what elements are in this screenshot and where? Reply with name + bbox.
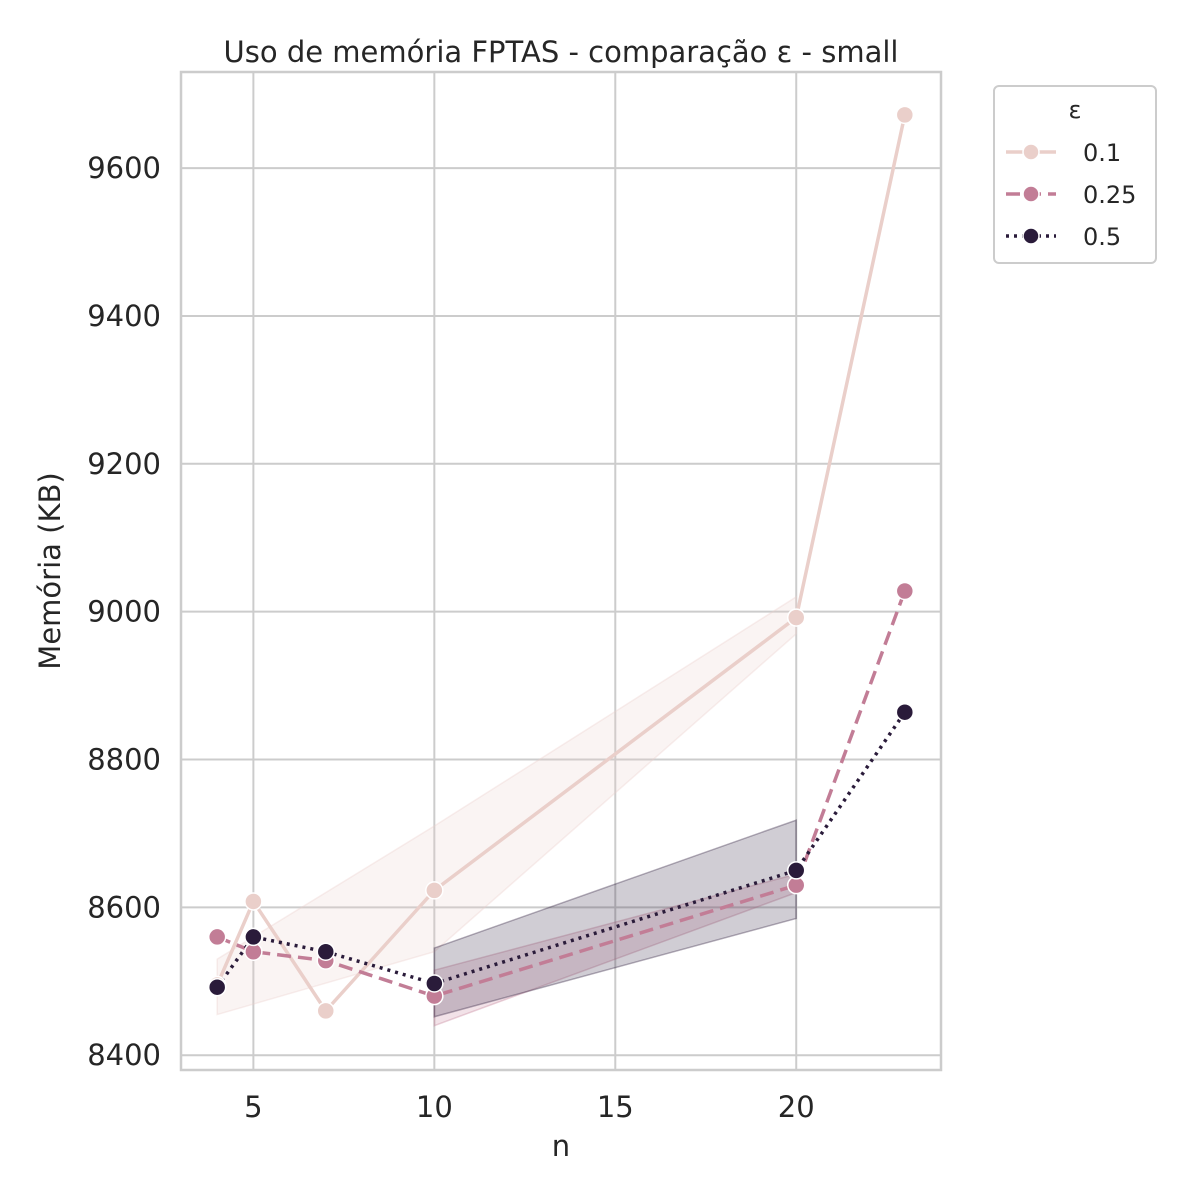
legend-marker bbox=[1022, 227, 1040, 245]
legend-marker bbox=[1022, 143, 1040, 161]
grid bbox=[181, 72, 941, 1070]
data-point bbox=[244, 892, 263, 911]
data-point bbox=[895, 702, 915, 722]
y-tick-label: 9400 bbox=[87, 299, 161, 333]
x-tick-label: 10 bbox=[416, 1090, 453, 1124]
chart-title: Uso de memória FPTAS - comparação ε - sm… bbox=[224, 35, 899, 69]
y-tick-labels: 8400 8600 8800 9000 9200 9400 9600 bbox=[87, 151, 161, 1072]
legend-box bbox=[993, 85, 1157, 264]
x-tick-label: 5 bbox=[244, 1090, 262, 1124]
y-tick-label: 9600 bbox=[87, 151, 161, 185]
y-axis-label: Memória (KB) bbox=[33, 472, 67, 669]
data-point bbox=[895, 105, 915, 125]
data-point bbox=[425, 974, 444, 993]
ci-band bbox=[216, 595, 797, 1016]
plot-frame bbox=[179, 70, 943, 1072]
x-tick-label: 15 bbox=[597, 1090, 634, 1124]
data-point bbox=[895, 581, 915, 601]
data-point bbox=[425, 881, 444, 900]
series-line bbox=[215, 114, 907, 1013]
y-tick-label: 9000 bbox=[87, 595, 161, 629]
data-point bbox=[786, 861, 806, 880]
legend: ε0.1 0.25 0.5 bbox=[993, 85, 1157, 264]
legend-label: 0.25 bbox=[1083, 181, 1136, 209]
confidence-bands bbox=[216, 595, 797, 1027]
legend-title: ε bbox=[1069, 96, 1082, 124]
data-point bbox=[207, 977, 227, 997]
data-point bbox=[316, 942, 336, 961]
data-point bbox=[316, 1001, 336, 1021]
series-line bbox=[215, 711, 907, 989]
legend-label: 0.5 bbox=[1083, 223, 1121, 251]
data-point bbox=[207, 927, 227, 947]
x-tick-labels: 5 10 15 20 bbox=[244, 1090, 815, 1124]
data-point bbox=[786, 608, 806, 627]
y-tick-label: 8800 bbox=[87, 743, 161, 777]
data-point bbox=[244, 927, 263, 947]
series-markers bbox=[207, 105, 915, 1021]
y-tick-label: 8400 bbox=[87, 1038, 161, 1072]
y-tick-label: 8600 bbox=[87, 890, 161, 924]
x-axis-label: n bbox=[552, 1129, 570, 1163]
x-tick-label: 20 bbox=[778, 1090, 815, 1124]
legend-marker bbox=[1022, 185, 1040, 203]
legend-label: 0.1 bbox=[1083, 139, 1121, 167]
y-tick-label: 9200 bbox=[87, 447, 161, 481]
